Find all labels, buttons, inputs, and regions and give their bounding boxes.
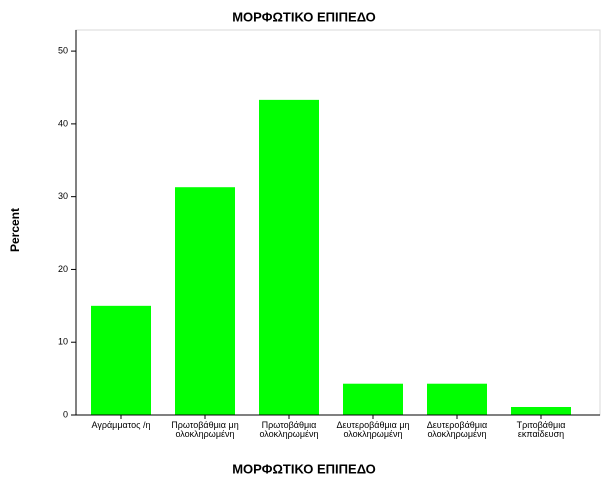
bar bbox=[175, 187, 235, 415]
y-tick-label: 30 bbox=[58, 191, 68, 201]
y-tick-label: 50 bbox=[58, 45, 68, 55]
plot-frame bbox=[75, 29, 601, 416]
bar bbox=[259, 99, 319, 415]
bar bbox=[511, 406, 571, 415]
x-tick-label: Τριτοβάθμια εκπαίδευση bbox=[516, 420, 566, 439]
y-tick-label: 10 bbox=[58, 337, 68, 347]
bar bbox=[91, 305, 151, 415]
x-axis-title: ΜΟΡΦΩΤΙΚΟ ΕΠΙΠΕΔΟ bbox=[232, 461, 376, 476]
x-tick-label: Δευτεροβάθμια ολοκληρωμένη bbox=[426, 420, 488, 439]
y-axis-title: Percent bbox=[8, 208, 22, 252]
bar bbox=[427, 383, 487, 415]
y-tick-label: 20 bbox=[58, 264, 68, 274]
x-tick-label: Πρωτοβάθμια ολοκληρωμένη bbox=[259, 420, 319, 439]
y-tick-label: 0 bbox=[63, 409, 68, 419]
x-tick-label: Αγράμματος /η bbox=[91, 420, 151, 430]
x-tick-label: Δευτεροβάθμια μη ολοκληρωμένη bbox=[336, 420, 410, 439]
y-tick-label: 40 bbox=[58, 118, 68, 128]
x-tick-label: Πρωτοβάθμια μη ολοκληρωμένη bbox=[171, 420, 239, 439]
bar bbox=[343, 383, 403, 415]
chart-title: ΜΟΡΦΩΤΙΚΟ ΕΠΙΠΕΔΟ bbox=[232, 9, 376, 24]
